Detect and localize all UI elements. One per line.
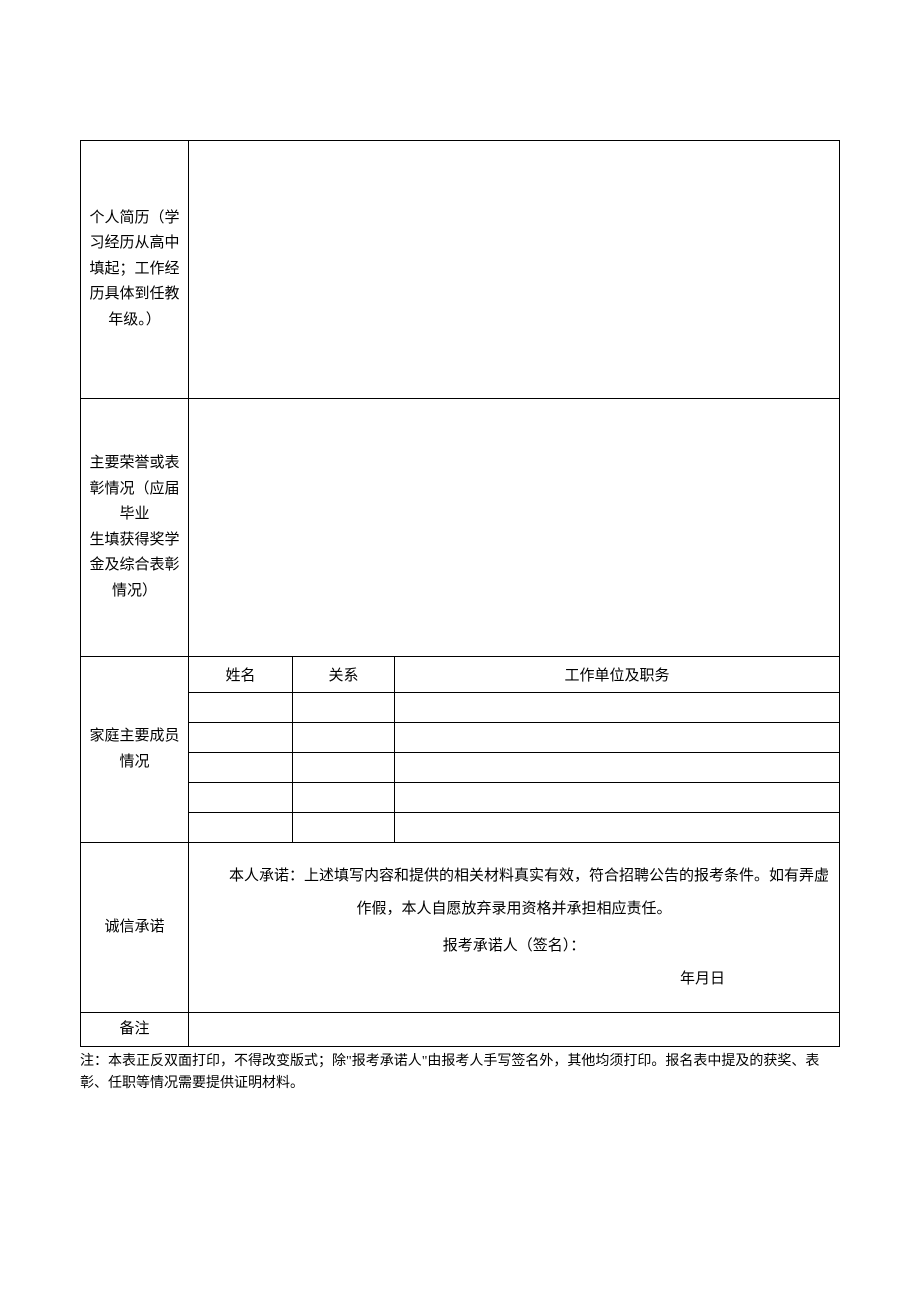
family-member-relation	[293, 783, 395, 813]
family-member-workplace	[395, 813, 840, 843]
resume-value	[189, 141, 840, 399]
row-resume: 个人简历（学习经历从高中填起；工作经历具体到任教年级。）	[81, 141, 840, 399]
honor-label: 主要荣誉或表彰情况（应届毕业 生填获得奖学金及综合表彰情况）	[81, 399, 189, 657]
family-member-relation	[293, 813, 395, 843]
family-header-row: 家庭主要成员情况 姓名 关系 工作单位及职务	[81, 657, 840, 693]
footnote-text: 注：本表正反双面打印，不得改变版式；除"报考承诺人"由报考人手写签名外，其他均须…	[80, 1051, 840, 1094]
family-member-name	[189, 753, 293, 783]
family-member-name	[189, 783, 293, 813]
family-member-row	[81, 783, 840, 813]
family-member-row	[81, 813, 840, 843]
family-header-workplace: 工作单位及职务	[395, 657, 840, 693]
family-member-workplace	[395, 723, 840, 753]
family-member-name	[189, 693, 293, 723]
family-member-name	[189, 813, 293, 843]
row-remark: 备注	[81, 1013, 840, 1047]
family-header-name: 姓名	[189, 657, 293, 693]
application-form-table: 个人简历（学习经历从高中填起；工作经历具体到任教年级。） 主要荣誉或表彰情况（应…	[80, 140, 840, 1047]
family-member-row	[81, 693, 840, 723]
family-member-relation	[293, 693, 395, 723]
family-member-name	[189, 723, 293, 753]
remark-label: 备注	[81, 1013, 189, 1047]
commitment-date-label: 年月日	[193, 963, 835, 996]
remark-value	[189, 1013, 840, 1047]
commitment-label: 诚信承诺	[81, 843, 189, 1013]
family-member-row	[81, 723, 840, 753]
family-member-relation	[293, 753, 395, 783]
family-member-workplace	[395, 753, 840, 783]
family-member-workplace	[395, 693, 840, 723]
commitment-sign-label: 报考承诺人（签名）：	[193, 930, 835, 963]
family-member-row	[81, 753, 840, 783]
row-honor: 主要荣誉或表彰情况（应届毕业 生填获得奖学金及综合表彰情况）	[81, 399, 840, 657]
resume-label: 个人简历（学习经历从高中填起；工作经历具体到任教年级。）	[81, 141, 189, 399]
honor-value	[189, 399, 840, 657]
family-member-workplace	[395, 783, 840, 813]
family-header-relation: 关系	[293, 657, 395, 693]
family-label: 家庭主要成员情况	[81, 657, 189, 843]
commitment-content: 本人承诺：上述填写内容和提供的相关材料真实有效，符合招聘公告的报考条件。如有弄虚…	[189, 843, 840, 1013]
family-member-relation	[293, 723, 395, 753]
row-commitment: 诚信承诺 本人承诺：上述填写内容和提供的相关材料真实有效，符合招聘公告的报考条件…	[81, 843, 840, 1013]
commitment-text: 本人承诺：上述填写内容和提供的相关材料真实有效，符合招聘公告的报考条件。如有弄虚…	[193, 860, 835, 926]
